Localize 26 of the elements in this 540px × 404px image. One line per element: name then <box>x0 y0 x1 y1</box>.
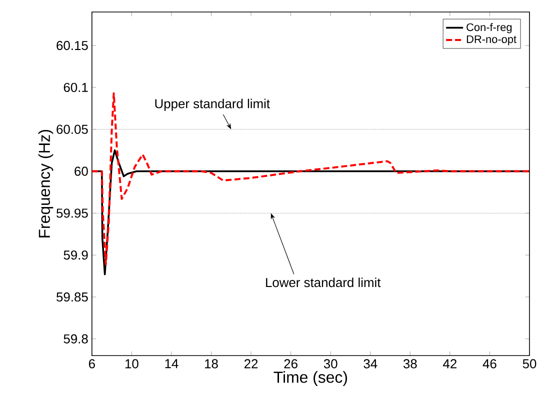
x-tick-label: 30 <box>324 359 338 369</box>
x-tick-label: 46 <box>482 359 496 369</box>
x-tick-label: 14 <box>165 359 178 368</box>
annotation: Lower standard limit <box>266 278 381 288</box>
x-tick-label: 42 <box>443 359 456 368</box>
y-tick-label: 59.85 <box>56 292 88 302</box>
legend-label: DR-no-opt <box>466 36 516 46</box>
y-tick-label: 59.8 <box>64 334 88 344</box>
y-tick-label: 59.9 <box>64 250 88 260</box>
x-axis-title: Time (sec) <box>274 371 347 386</box>
annotation: Upper standard limit <box>155 98 270 112</box>
y-tick-label: 60.05 <box>56 124 88 134</box>
y-tick-label: 60.15 <box>56 41 88 50</box>
legend-label: Con-f-reg <box>466 23 512 34</box>
x-tick-label: 50 <box>522 359 536 369</box>
x-tick-label: 18 <box>205 359 218 369</box>
x-tick-label: 26 <box>284 359 298 369</box>
x-tick-label: 10 <box>125 359 138 369</box>
y-tick-label: 60.1 <box>64 83 88 92</box>
y-tick-label: 60 <box>74 166 88 176</box>
y-axis-title: Frequency (Hz) <box>38 130 54 238</box>
x-tick-label: 6 <box>88 359 95 369</box>
y-tick-label: 59.95 <box>56 208 88 218</box>
x-tick-label: 34 <box>364 359 378 369</box>
x-tick-label: 22 <box>244 359 258 368</box>
x-tick-label: 38 <box>403 359 417 369</box>
